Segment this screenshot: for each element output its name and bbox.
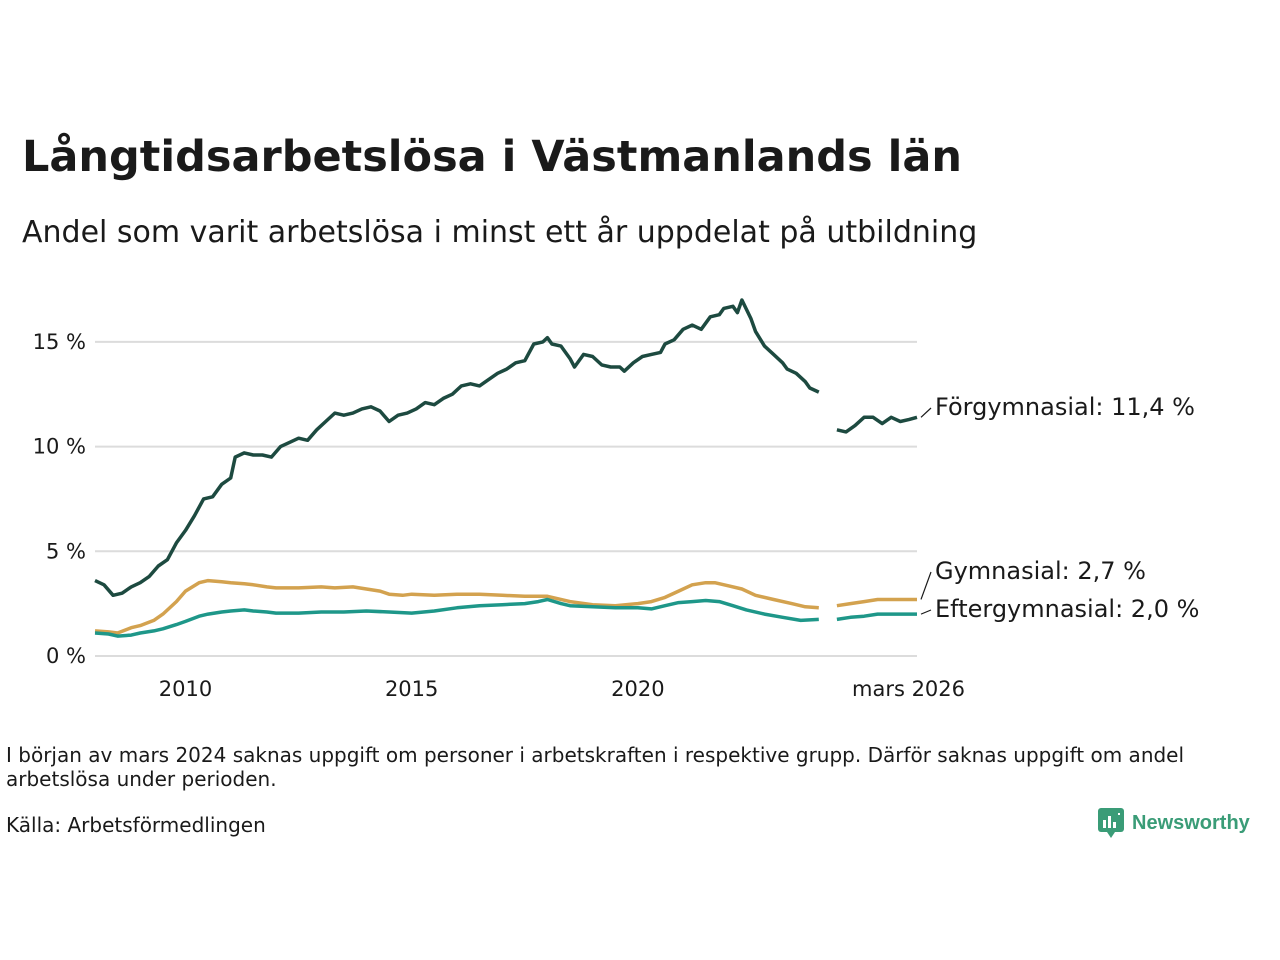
newsworthy-logo-icon xyxy=(1098,808,1124,838)
x-tick-label: 2020 xyxy=(611,677,664,701)
chart-subtitle: Andel som varit arbetslösa i minst ett å… xyxy=(22,215,978,250)
y-tick-label: 5 % xyxy=(46,539,86,563)
chart-title: Långtidsarbetslösa i Västmanlands län xyxy=(22,132,962,182)
y-tick-label: 0 % xyxy=(46,644,86,668)
series-line-f-rgymnasial-recent xyxy=(836,415,918,434)
series-line-gymnasial xyxy=(94,578,819,635)
brand-name: Newsworthy xyxy=(1132,811,1250,834)
label-leader-line xyxy=(920,407,932,418)
line-chart: 0 % 5 % 10 % 15 % 2010 2015 2020 mars 2026 Förgy… xyxy=(33,298,1199,701)
series-line-f-rgymnasial xyxy=(94,298,820,598)
source-credit: Källa: Arbetsförmedlingen xyxy=(6,813,266,837)
label-leader-line xyxy=(920,571,932,600)
x-tick-label: mars 2026 xyxy=(852,677,965,701)
x-tick-label: 2010 xyxy=(159,677,212,701)
label-leader-line xyxy=(920,609,932,615)
series-line-eftergymnasial-recent xyxy=(836,612,917,622)
series-label-gymnasial: Gymnasial: 2,7 % xyxy=(935,557,1146,585)
footnote: I början av mars 2024 saknas uppgift om … xyxy=(6,743,1185,791)
y-tick-label: 15 % xyxy=(33,330,86,354)
series-line-gymnasial-recent xyxy=(836,597,917,608)
series-line-eftergymnasial xyxy=(94,597,819,638)
newsworthy-brand: Newsworthy xyxy=(1098,808,1250,838)
series-label-f-rgymnasial: Förgymnasial: 11,4 % xyxy=(935,393,1195,421)
series-label-eftergymnasial: Eftergymnasial: 2,0 % xyxy=(935,595,1199,623)
y-tick-label: 10 % xyxy=(33,435,86,459)
x-tick-label: 2015 xyxy=(385,677,438,701)
